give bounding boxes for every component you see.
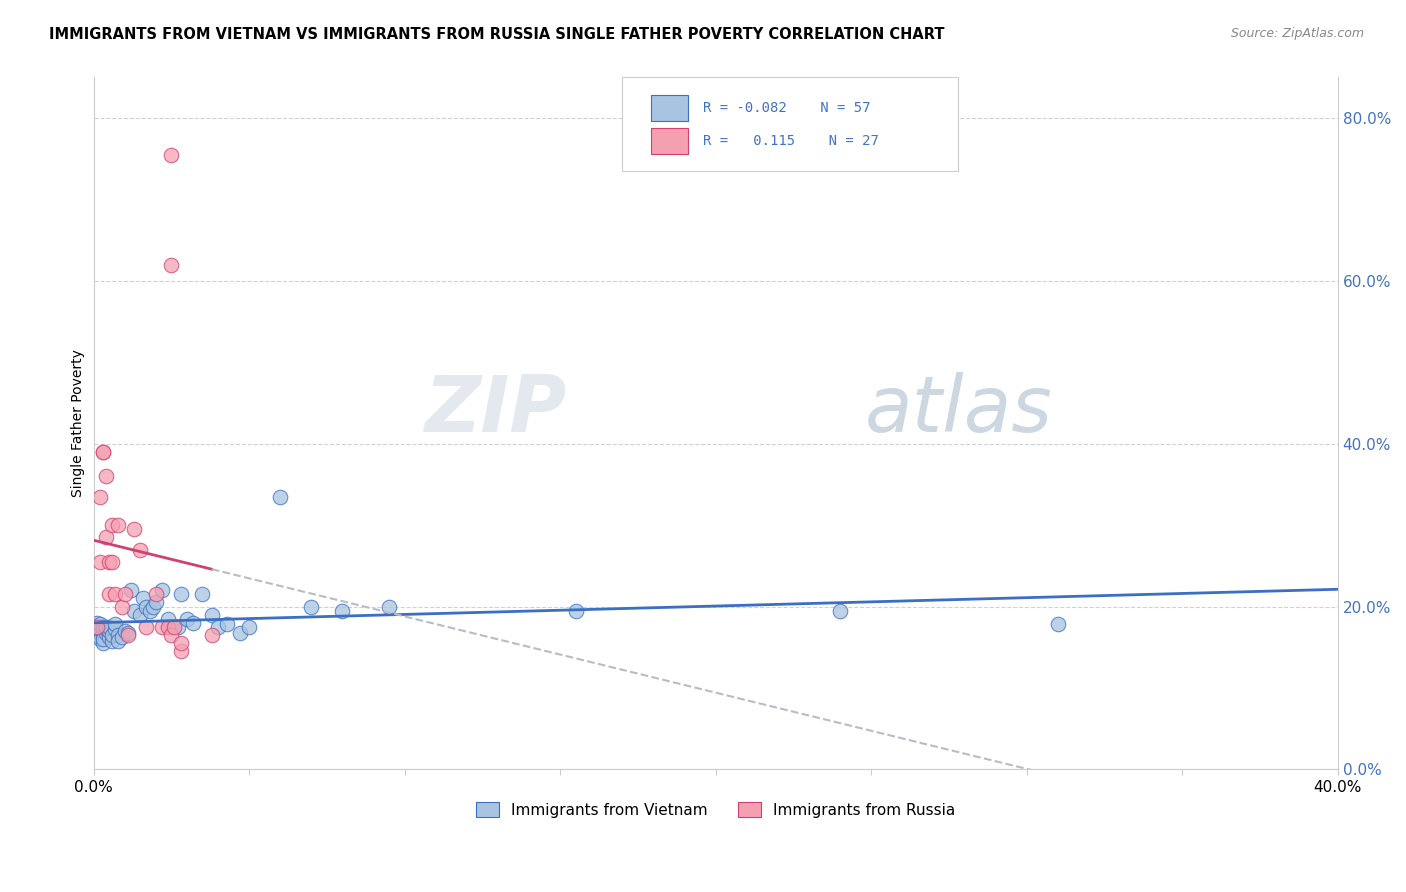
Point [163,620,186,634]
Point [1046,617,1069,632]
Point [94,620,117,634]
Point [160,628,183,642]
Point [101,518,124,533]
Y-axis label: Single Father Poverty: Single Father Poverty [72,350,86,498]
Point [89,632,111,646]
Point [828,604,851,618]
Bar [651,128,688,154]
Point [107,518,129,533]
Point [114,624,136,638]
Point [94,625,117,640]
Point [142,599,165,614]
Point [135,599,157,614]
Point [86,624,108,638]
Point [132,591,155,606]
Point [229,625,252,640]
Point [89,622,111,636]
Point [129,542,152,557]
Point [110,599,132,614]
Point [160,620,183,634]
Point [564,604,586,618]
Text: ZIP: ZIP [425,372,567,448]
Point [91,636,114,650]
Point [91,632,114,646]
Point [94,469,117,483]
Point [181,615,204,630]
Point [169,587,191,601]
Point [138,604,160,618]
Text: Source: ZipAtlas.com: Source: ZipAtlas.com [1230,27,1364,40]
Point [201,628,224,642]
Point [91,620,114,634]
Point [101,555,124,569]
Point [89,617,111,632]
Point [114,587,136,601]
Point [122,604,145,618]
Point [207,620,229,634]
Point [98,631,121,645]
Point [120,583,142,598]
Point [160,258,183,272]
Point [98,587,121,601]
Point [86,620,108,634]
Point [135,620,157,634]
Point [378,599,401,614]
Point [117,628,139,642]
Point [145,587,167,601]
Point [191,587,214,601]
Point [91,628,114,642]
Point [129,607,152,622]
Point [299,599,322,614]
Point [101,628,124,642]
Point [104,617,127,632]
Point [89,625,111,640]
Point [86,620,108,634]
Point [94,530,117,544]
Point [110,631,132,645]
Text: R = -0.082    N = 57: R = -0.082 N = 57 [703,101,870,115]
Point [117,625,139,640]
Point [166,620,188,634]
Point [89,490,111,504]
Point [98,620,121,634]
Point [157,620,180,634]
Point [104,587,127,601]
Text: IMMIGRANTS FROM VIETNAM VS IMMIGRANTS FROM RUSSIA SINGLE FATHER POVERTY CORRELAT: IMMIGRANTS FROM VIETNAM VS IMMIGRANTS FR… [49,27,945,42]
Point [91,445,114,459]
Point [176,612,198,626]
Text: atlas: atlas [865,372,1053,448]
Point [169,636,191,650]
Point [157,612,180,626]
Point [150,620,173,634]
Point [150,583,173,598]
Point [145,595,167,609]
Point [269,490,291,504]
Point [94,622,117,636]
Text: R =   0.115    N = 27: R = 0.115 N = 27 [703,134,879,148]
Point [122,522,145,536]
Point [160,148,183,162]
Point [86,615,108,630]
Point [91,624,114,638]
Point [332,604,354,618]
Point [91,445,114,459]
Point [169,644,191,658]
Point [98,624,121,638]
Point [104,622,127,636]
Point [89,555,111,569]
Point [101,633,124,648]
Bar [651,95,688,121]
Point [201,607,224,622]
Point [107,628,129,642]
Point [98,555,121,569]
Point [217,617,239,632]
Point [107,633,129,648]
Point [238,620,260,634]
Legend: Immigrants from Vietnam, Immigrants from Russia: Immigrants from Vietnam, Immigrants from… [470,796,962,824]
Point [86,628,108,642]
FancyBboxPatch shape [623,78,959,171]
Point [89,620,111,634]
